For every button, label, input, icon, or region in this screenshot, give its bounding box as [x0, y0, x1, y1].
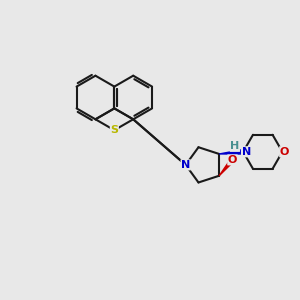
Text: O: O — [228, 155, 237, 165]
Polygon shape — [219, 150, 243, 154]
Polygon shape — [219, 159, 234, 176]
Text: H: H — [230, 141, 239, 152]
Text: N: N — [242, 147, 251, 157]
Text: O: O — [280, 147, 289, 157]
Text: S: S — [110, 125, 118, 135]
Text: N: N — [181, 160, 190, 170]
